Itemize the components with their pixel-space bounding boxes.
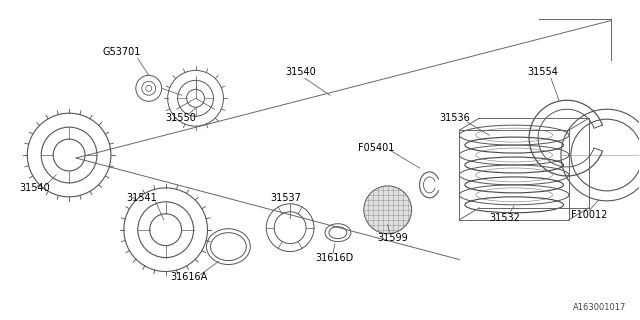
Text: F05401: F05401 xyxy=(358,143,394,153)
Text: 31616A: 31616A xyxy=(171,273,208,283)
Text: 31540: 31540 xyxy=(285,68,316,77)
Text: F10012: F10012 xyxy=(571,210,607,220)
Text: 31536: 31536 xyxy=(440,113,470,123)
Text: 31532: 31532 xyxy=(489,213,520,223)
Text: 31541: 31541 xyxy=(126,193,157,203)
Text: A163001017: A163001017 xyxy=(573,303,627,312)
Text: 31599: 31599 xyxy=(378,233,408,243)
Text: 31540: 31540 xyxy=(19,183,50,193)
Text: 31550: 31550 xyxy=(166,113,196,123)
Circle shape xyxy=(364,186,412,234)
Text: 31554: 31554 xyxy=(527,68,558,77)
Text: 31616D: 31616D xyxy=(315,252,353,263)
Text: 31537: 31537 xyxy=(270,193,301,203)
Text: G53701: G53701 xyxy=(103,47,141,58)
